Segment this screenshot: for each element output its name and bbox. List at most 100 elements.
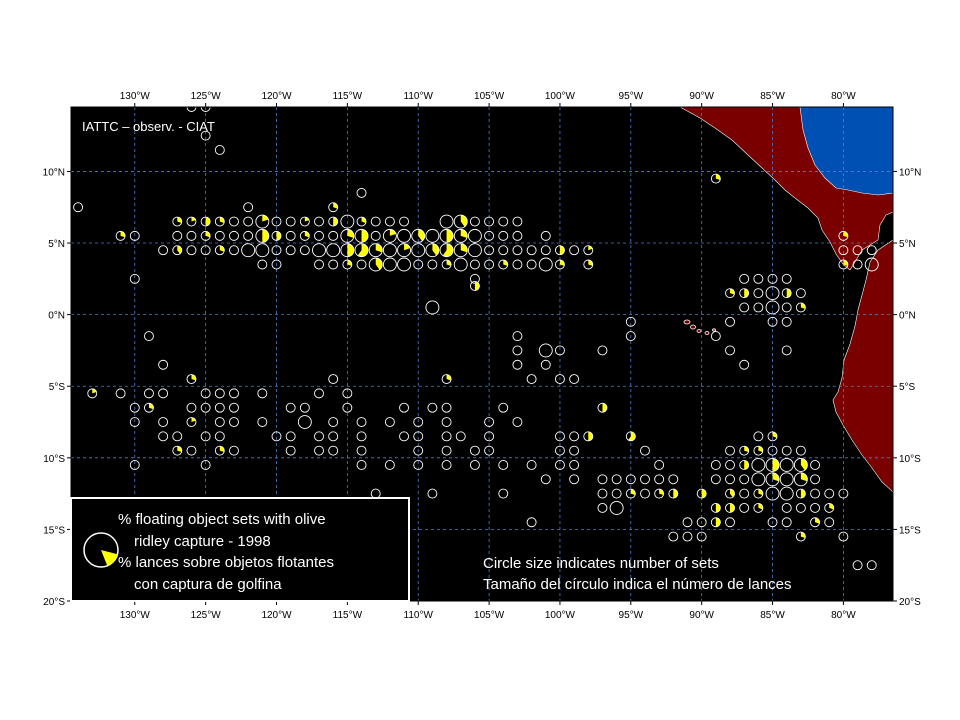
capture-wedge [120,231,126,238]
set-circle [411,228,426,243]
set-circle [172,431,183,442]
capture-wedge [715,517,721,527]
set-circle [725,316,735,327]
set-circle [725,345,735,356]
set-circle [186,417,197,427]
set-circle [200,431,211,442]
set-marker [569,474,580,485]
set-marker [214,402,225,413]
capture-wedge [800,458,808,471]
set-circle [158,359,169,370]
set-circle [725,288,735,299]
set-marker [484,259,495,270]
set-marker [399,431,410,442]
set-circle [328,374,339,385]
set-circle [739,445,750,456]
set-circle [767,517,778,528]
set-marker [186,402,197,413]
set-marker [172,230,183,241]
lon-tick-label: 130°W [120,610,151,621]
capture-wedge [404,243,411,251]
set-marker [512,331,523,342]
set-marker [356,417,367,427]
capture-wedge [333,217,338,227]
set-marker [214,216,225,227]
set-circle [512,345,523,356]
set-marker [484,245,495,256]
set-marker [767,316,778,327]
set-marker [453,257,468,272]
set-marker [554,374,565,385]
set-circle [214,388,225,399]
set-marker [328,374,339,385]
lon-tick-label: 100°W [545,610,576,621]
set-marker [229,388,239,399]
set-circle [186,374,197,385]
set-marker [342,388,353,399]
set-circle [314,216,324,227]
set-circle [654,460,665,470]
legend-example-circle [83,532,119,568]
set-marker [158,417,169,427]
set-marker [186,245,197,256]
set-marker [781,345,792,356]
set-marker [526,460,537,470]
set-circle [654,488,665,499]
set-circle [725,502,735,513]
set-marker [397,257,412,272]
set-marker [824,488,835,499]
set-circle [214,145,225,155]
set-circle [255,214,270,229]
set-circle [852,245,863,256]
capture-wedge [588,245,593,251]
set-circle [538,343,553,358]
set-marker [172,431,183,442]
set-circle [767,431,778,442]
set-marker [342,259,353,270]
lon-tick-label: 85°W [760,91,785,102]
set-circle [243,202,254,213]
set-marker [538,343,553,358]
set-circle [326,243,341,258]
set-marker [328,417,339,427]
capture-wedge [333,202,338,209]
set-marker [453,214,468,229]
set-marker [285,216,296,227]
set-marker [753,488,764,499]
set-marker [484,431,495,442]
set-marker [200,245,211,256]
set-circle [354,243,369,258]
set-circle [73,202,84,213]
set-marker [229,245,239,256]
set-marker [441,431,452,442]
set-marker [512,230,523,241]
set-circle [569,460,580,470]
set-marker [824,502,835,513]
set-marker [498,488,509,499]
set-marker [229,216,239,227]
set-marker [427,402,438,413]
set-circle [158,388,169,399]
set-marker [129,417,140,427]
lon-tick-label: 120°W [261,610,292,621]
set-marker [512,216,523,227]
set-circle [384,417,395,427]
set-circle [314,445,324,456]
set-circle [498,488,509,499]
capture-wedge [92,388,97,394]
set-marker [739,460,750,470]
set-circle [214,431,225,442]
set-marker [795,302,806,313]
capture-wedge [205,231,211,238]
lat-tick-label: 0°N [48,311,65,322]
set-marker [696,488,707,499]
set-circle [765,286,780,301]
set-marker [739,488,750,499]
set-marker [640,474,650,485]
capture-wedge [559,260,565,266]
set-circle [710,331,721,342]
set-circle [413,417,424,427]
lon-tick-label: 105°W [474,610,505,621]
set-marker [285,245,296,256]
